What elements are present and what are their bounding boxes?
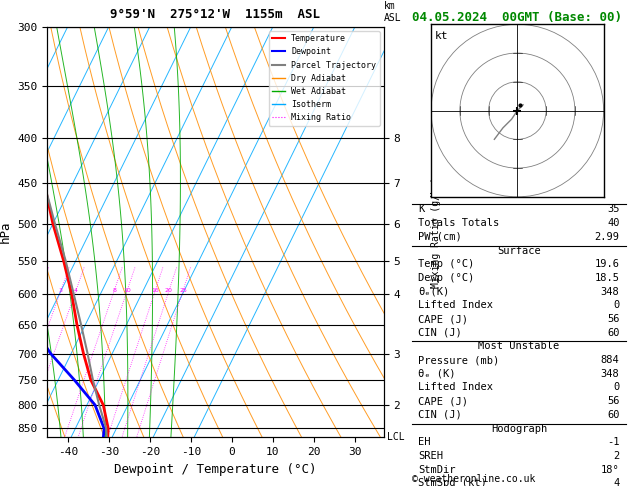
Text: 2.99: 2.99 [594,232,620,242]
Text: 04.05.2024  00GMT (Base: 00): 04.05.2024 00GMT (Base: 00) [412,11,622,24]
Text: -1: -1 [607,437,620,447]
Text: Lifted Index: Lifted Index [418,382,493,393]
Text: 4: 4 [613,478,620,486]
Text: CIN (J): CIN (J) [418,410,462,420]
Title: 9°59'N  275°12'W  1155m  ASL: 9°59'N 275°12'W 1155m ASL [111,8,320,21]
Text: 60: 60 [607,410,620,420]
X-axis label: Dewpoint / Temperature (°C): Dewpoint / Temperature (°C) [114,463,316,476]
Text: CAPE (J): CAPE (J) [418,314,469,324]
Text: 348: 348 [601,287,620,296]
Text: km
ASL: km ASL [384,1,401,23]
Text: Lifted Index: Lifted Index [418,300,493,311]
Text: Mixing Ratio (g/kg): Mixing Ratio (g/kg) [431,176,441,288]
Text: 10: 10 [123,288,131,294]
Text: θₑ(K): θₑ(K) [418,287,450,296]
Text: StmSpd (kt): StmSpd (kt) [418,478,487,486]
Text: Hodograph: Hodograph [491,424,547,434]
Text: SREH: SREH [418,451,443,461]
Text: 40: 40 [607,218,620,228]
Text: 348: 348 [601,369,620,379]
Text: 25: 25 [179,288,187,294]
Text: CIN (J): CIN (J) [418,328,462,338]
Text: Most Unstable: Most Unstable [478,342,560,351]
Text: EH: EH [418,437,431,447]
Text: LCL: LCL [387,433,404,442]
Text: 18°: 18° [601,465,620,475]
Text: PW (cm): PW (cm) [418,232,462,242]
Text: Dewp (°C): Dewp (°C) [418,273,475,283]
Text: K: K [418,205,425,214]
Text: 4: 4 [74,288,78,294]
Text: Pressure (mb): Pressure (mb) [418,355,499,365]
Text: 35: 35 [607,205,620,214]
Text: Surface: Surface [497,245,541,256]
Text: 8: 8 [112,288,116,294]
Text: 56: 56 [607,314,620,324]
Text: 18.5: 18.5 [594,273,620,283]
Text: 0: 0 [613,382,620,393]
Text: 0: 0 [613,300,620,311]
Text: 60: 60 [607,328,620,338]
Text: 2: 2 [613,451,620,461]
Text: θₑ (K): θₑ (K) [418,369,456,379]
Text: © weatheronline.co.uk: © weatheronline.co.uk [412,473,535,484]
Legend: Temperature, Dewpoint, Parcel Trajectory, Dry Adiabat, Wet Adiabat, Isotherm, Mi: Temperature, Dewpoint, Parcel Trajectory… [269,31,379,125]
Text: Totals Totals: Totals Totals [418,218,499,228]
Y-axis label: hPa: hPa [0,221,12,243]
Text: 20: 20 [165,288,173,294]
Text: StmDir: StmDir [418,465,456,475]
Text: 884: 884 [601,355,620,365]
Text: kt: kt [435,31,448,41]
Text: 56: 56 [607,396,620,406]
Text: CAPE (J): CAPE (J) [418,396,469,406]
Text: 19.6: 19.6 [594,259,620,269]
Text: 16: 16 [152,288,159,294]
Text: 3: 3 [58,288,63,294]
Text: Temp (°C): Temp (°C) [418,259,475,269]
